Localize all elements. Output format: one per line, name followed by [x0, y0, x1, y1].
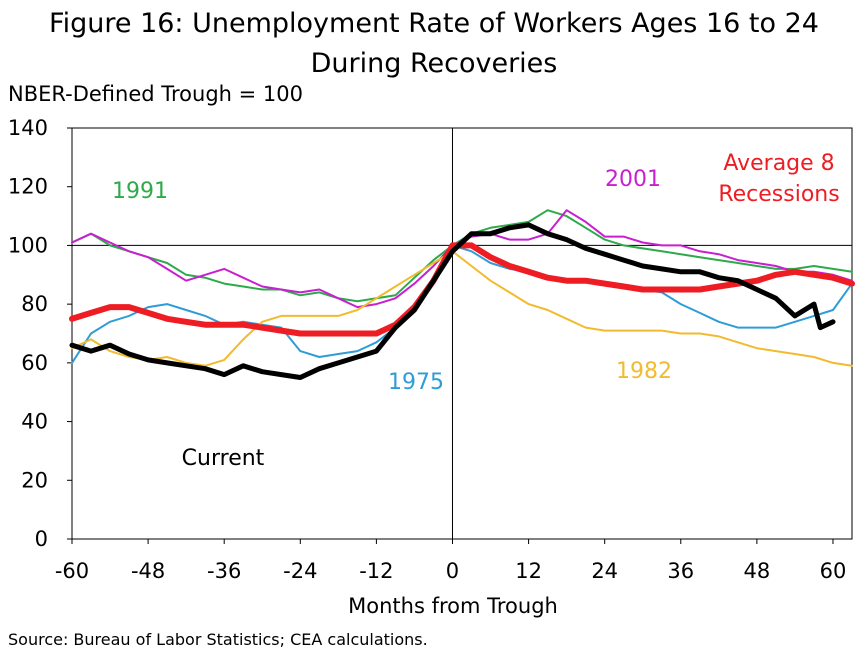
- x-axis-label: Months from Trough: [348, 594, 558, 618]
- plot-frame: [71, 127, 853, 540]
- x-tick-label: 36: [667, 559, 694, 583]
- x-tick-label: 12: [515, 559, 542, 583]
- annotation-current: Current: [182, 446, 265, 471]
- annotation-1982: 1982: [616, 359, 672, 384]
- y-tick-label: 0: [35, 527, 48, 551]
- annotation-1975: 1975: [388, 370, 444, 395]
- x-tick-label: 24: [591, 559, 618, 583]
- y-tick-label: 40: [21, 410, 48, 434]
- x-tick-label: 48: [744, 559, 771, 583]
- series-line-current: [69, 222, 836, 380]
- series-line-1991: [71, 209, 853, 303]
- y-tick-label: 80: [21, 292, 48, 316]
- x-tick-label: 0: [446, 559, 459, 583]
- annotation-2001: 2001: [605, 167, 661, 192]
- x-tick-label: -48: [131, 559, 165, 583]
- source-note: Source: Bureau of Labor Statistics; CEA …: [8, 630, 428, 649]
- y-tick-label: 20: [21, 468, 48, 492]
- x-tick-label: -24: [283, 559, 317, 583]
- annotation-average-8: Average 8 Recessions: [718, 151, 839, 207]
- chart-title-line2: During Recoveries: [310, 48, 558, 79]
- x-tick-label: -12: [359, 559, 393, 583]
- y-tick-label: 100: [8, 233, 48, 257]
- y-tick-label: 140: [8, 116, 48, 140]
- chart-title-line1: Figure 16: Unemployment Rate of Workers …: [49, 8, 819, 39]
- chart-subtitle: NBER-Defined Trough = 100: [8, 82, 303, 106]
- annotation-1991: 1991: [112, 179, 168, 204]
- y-tick-label: 60: [21, 351, 48, 375]
- x-tick-label: -60: [55, 559, 89, 583]
- x-tick-label: 60: [820, 559, 847, 583]
- series-line-1982: [71, 250, 853, 367]
- x-tick-label: -36: [207, 559, 241, 583]
- y-tick-label: 120: [8, 175, 48, 199]
